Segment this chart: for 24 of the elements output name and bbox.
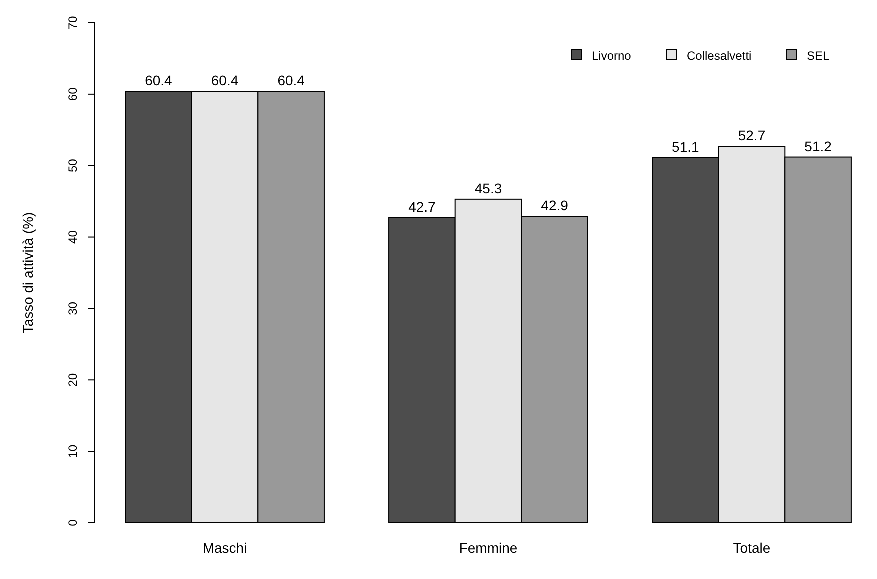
data-label: 51.1 <box>672 139 700 155</box>
legend-label: SEL <box>807 49 830 63</box>
y-tick-label: 10 <box>66 444 80 458</box>
y-tick-label: 70 <box>66 16 80 30</box>
y-tick-label: 0 <box>66 519 80 526</box>
y-tick-label: 40 <box>66 230 80 244</box>
x-tick-label: Totale <box>733 540 771 556</box>
y-axis-title: Tasso di attività (%) <box>20 212 36 334</box>
legend-label: Collesalvetti <box>687 49 752 63</box>
data-label: 42.9 <box>541 198 569 214</box>
y-tick-label: 30 <box>66 302 80 316</box>
data-label: 52.7 <box>738 128 766 144</box>
y-tick-label: 50 <box>66 158 80 173</box>
data-label: 60.4 <box>145 72 173 89</box>
data-label: 51.2 <box>804 138 832 154</box>
data-label: 60.4 <box>211 72 239 89</box>
y-tick-label: 60 <box>66 87 80 102</box>
data-label: 45.3 <box>474 180 502 196</box>
data-label: 60.4 <box>278 72 306 89</box>
data-label: 42.7 <box>408 199 436 215</box>
y-tick-label: 20 <box>66 373 80 387</box>
x-tick-label: Maschi <box>202 540 248 556</box>
x-tick-label: Femmine <box>459 540 518 556</box>
legend-label: Livorno <box>592 49 632 63</box>
